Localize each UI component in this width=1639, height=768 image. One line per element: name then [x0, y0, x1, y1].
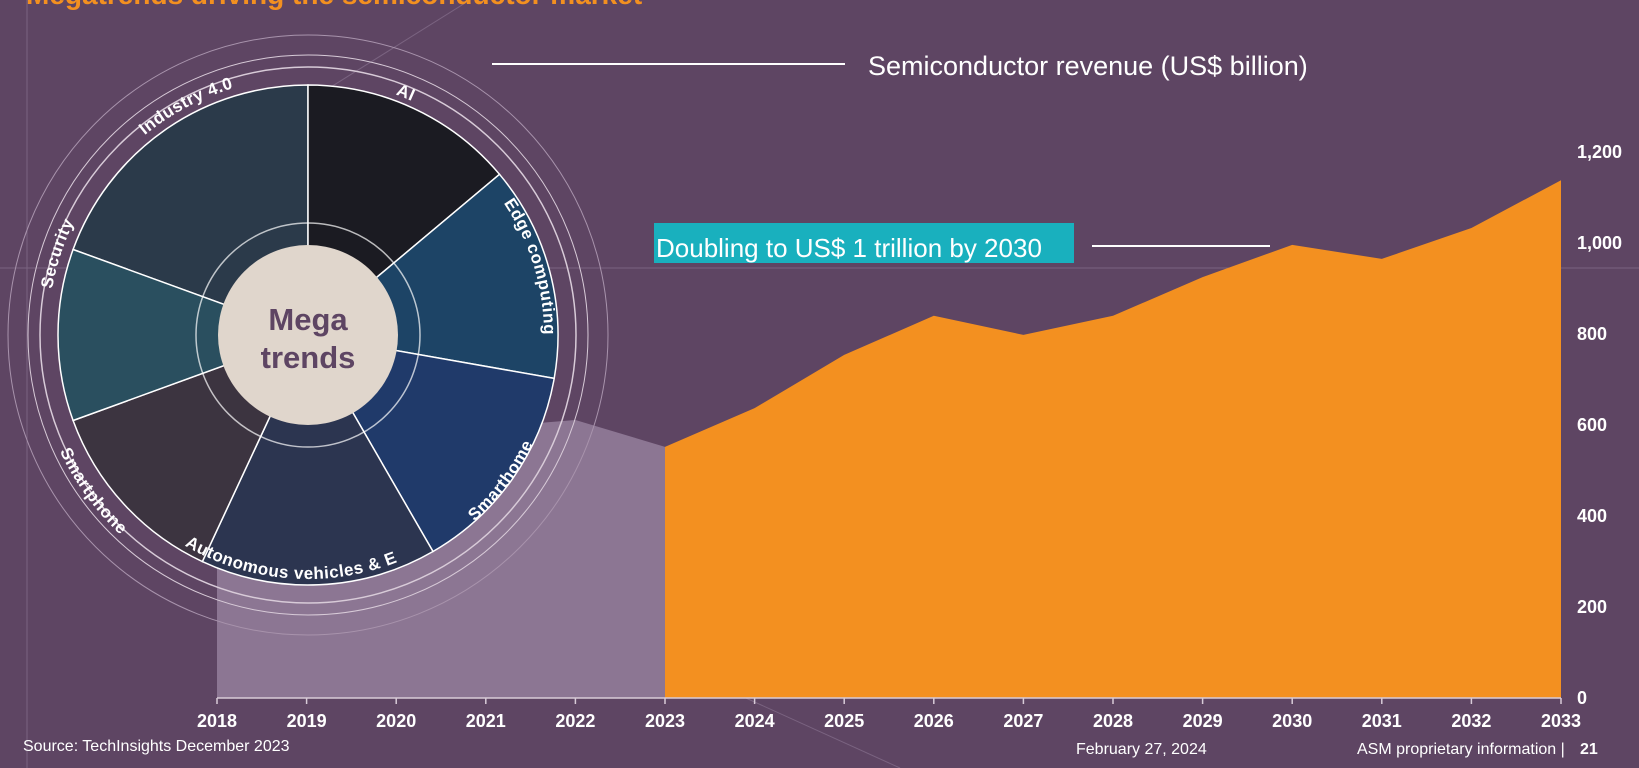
x-tick-label: 2023 [645, 711, 685, 731]
chart-title: Semiconductor revenue (US$ billion) [868, 51, 1308, 81]
area [217, 419, 665, 698]
x-tick-label: 2018 [197, 711, 237, 731]
trend-label-text: AI [394, 80, 418, 104]
center-label: Mega [268, 302, 348, 337]
x-tick-label: 2024 [735, 711, 775, 731]
x-tick-label: 2025 [824, 711, 864, 731]
center-label: trends [261, 340, 356, 375]
x-tick-label: 2028 [1093, 711, 1133, 731]
annotation-box [654, 223, 1074, 263]
info: ASM proprietary information | [1357, 741, 1565, 758]
ring [27, 54, 589, 616]
x-tick-label: 2029 [1183, 711, 1223, 731]
x-tick-label: 2022 [555, 711, 595, 731]
ring [7, 34, 609, 636]
y-tick-label: 400 [1577, 506, 1607, 526]
chart-layer: 2018 2019 2020 2021 2022 2023 2024 2025 2026 2027… [197, 142, 1622, 731]
y-tick-label: 800 [1577, 324, 1607, 344]
y-tick-label: 0 [1577, 688, 1587, 708]
photo-segment [57, 248, 311, 422]
x-tick-label: 2019 [287, 711, 327, 731]
x-tick-label: 2021 [466, 711, 506, 731]
x-tick-label: 2026 [914, 711, 954, 731]
y-tick-label: 1,000 [1577, 233, 1622, 253]
x-tick-label: 2031 [1362, 711, 1402, 731]
y-tick-label: 600 [1577, 415, 1607, 435]
y-tick-label: 1,200 [1577, 142, 1622, 162]
date: February 27, 2024 [1076, 741, 1207, 758]
x-tick-label: 2032 [1451, 711, 1491, 731]
y-tick-label: 200 [1577, 597, 1607, 617]
x-tick-label: 2033 [1541, 711, 1581, 731]
annotation: Doubling to US$ 1 trillion by 2030 [656, 233, 1042, 263]
x-tick-label: 2020 [376, 711, 416, 731]
source: Source: TechInsights December 2023 [23, 738, 290, 755]
center-disc [218, 245, 398, 425]
ring [39, 66, 577, 604]
page-number: 21 [1580, 741, 1598, 758]
trend-label: AI [394, 80, 418, 104]
area [665, 180, 1561, 698]
x-tick-label: 2030 [1272, 711, 1312, 731]
photo-segment [201, 333, 435, 586]
x-tick-label: 2027 [1003, 711, 1043, 731]
inner-ring [195, 222, 421, 448]
